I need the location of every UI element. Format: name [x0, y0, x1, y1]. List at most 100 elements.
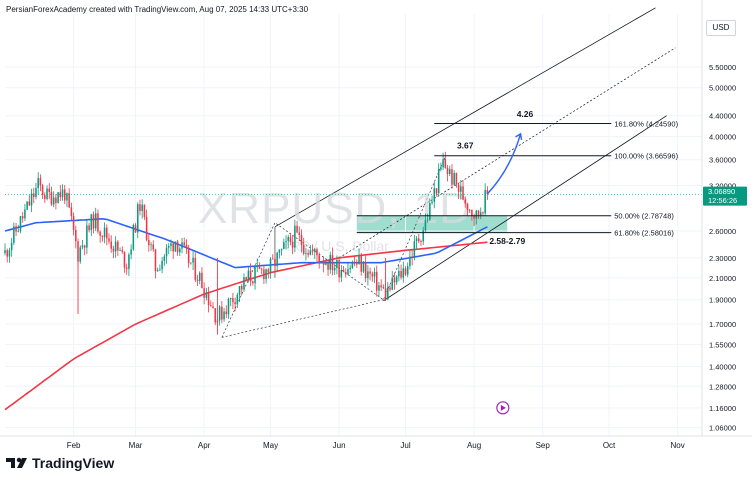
candle-body — [114, 241, 117, 252]
candle-body — [291, 241, 294, 248]
candle-body — [48, 188, 51, 193]
candle-body — [479, 212, 482, 216]
candle-body — [311, 250, 314, 252]
candle-body — [351, 262, 354, 268]
candle-body — [269, 258, 272, 272]
candle-body — [52, 197, 55, 205]
time-tick-label: Oct — [603, 441, 616, 450]
time-tick-label: Aug — [467, 441, 481, 450]
candle-body — [420, 241, 422, 242]
candle-body — [159, 269, 161, 271]
candle-body — [240, 286, 243, 290]
candle-body — [229, 297, 232, 300]
candle-body — [249, 270, 252, 282]
candle-body — [35, 187, 37, 198]
candle-body — [258, 265, 261, 269]
candle-body — [170, 243, 172, 247]
candle-body — [380, 285, 382, 288]
candle-body — [77, 241, 79, 262]
candle-body — [88, 225, 90, 231]
support-zone — [356, 215, 508, 233]
candle-body — [468, 209, 471, 211]
candle-body — [172, 243, 174, 252]
candle-body — [174, 241, 177, 252]
candle-body — [331, 254, 334, 271]
candle-body — [81, 245, 84, 248]
candle-body — [123, 251, 126, 268]
candle-body — [336, 260, 338, 269]
replay-icon — [496, 401, 510, 415]
candle-body — [68, 193, 70, 208]
watermark-symbol: XRPUSD, 1D — [198, 184, 472, 233]
candle-body — [424, 220, 427, 231]
candle-body — [254, 267, 256, 284]
candle-body — [128, 254, 130, 269]
candle-body — [24, 209, 26, 219]
candle-body — [156, 269, 159, 272]
candle-body — [448, 169, 451, 175]
candle-body — [150, 244, 152, 246]
tradingview-logo[interactable]: TradingView — [6, 455, 114, 471]
candle-body — [223, 311, 225, 320]
candle-body — [446, 167, 449, 175]
moving-average-fast — [4, 217, 488, 269]
candle-body — [418, 238, 420, 242]
candle-body — [212, 306, 214, 309]
candle-body — [108, 238, 110, 242]
candle-body — [141, 204, 143, 211]
pattern-base-line — [221, 299, 384, 338]
candle-body — [347, 269, 349, 275]
candle-body — [302, 244, 305, 254]
candle-body — [464, 199, 467, 204]
candle-body — [183, 242, 186, 245]
candle-body — [167, 246, 170, 248]
fib-level-label: 161.80% (4.24590) — [614, 120, 678, 129]
watermark-subtitle: XRP / U.S. Dollar — [281, 238, 389, 254]
candle-body — [280, 248, 283, 250]
candle-body — [72, 215, 75, 230]
candle-body — [274, 258, 276, 267]
candle-body — [192, 257, 194, 263]
candle-body — [163, 256, 166, 261]
candle-body — [28, 201, 31, 206]
candle-body — [298, 232, 301, 236]
candle-body — [267, 269, 270, 272]
candle-body — [435, 188, 438, 194]
candle-body — [349, 267, 351, 270]
countdown-label: 12:56:26 — [708, 196, 737, 205]
candle-body — [79, 247, 82, 262]
projection-arrow-head — [515, 132, 523, 141]
candle-body — [309, 250, 312, 255]
price-tick-label: 2.10000 — [709, 274, 736, 283]
price-annotation: 3.67 — [457, 140, 474, 150]
candle-body — [482, 212, 484, 214]
candle-body — [402, 268, 405, 278]
candle-body — [322, 261, 325, 265]
currency-button[interactable]: USD — [706, 20, 736, 36]
price-tick-label: 2.60000 — [709, 227, 736, 236]
candle-body — [46, 188, 48, 199]
candle-body — [187, 248, 190, 264]
candle-body — [398, 270, 400, 277]
candle-body — [145, 216, 148, 240]
candle-body — [484, 190, 486, 214]
candle-body — [8, 250, 11, 257]
candle-body — [283, 242, 285, 249]
candle-body — [460, 186, 462, 192]
candle-body — [260, 268, 263, 270]
candle-body — [391, 277, 393, 290]
time-tick-label: Jun — [333, 441, 346, 450]
channel-lower-line — [383, 115, 667, 302]
time-tick-label: Nov — [671, 441, 685, 450]
candle-body — [44, 195, 46, 199]
candle-body — [429, 203, 431, 220]
candle-body — [19, 216, 22, 231]
candle-body — [30, 193, 33, 206]
candle-body — [320, 261, 323, 263]
candle-body — [139, 204, 141, 211]
candle-body — [413, 241, 416, 258]
replay-icon-ring — [496, 401, 510, 415]
candle-body — [285, 240, 287, 243]
